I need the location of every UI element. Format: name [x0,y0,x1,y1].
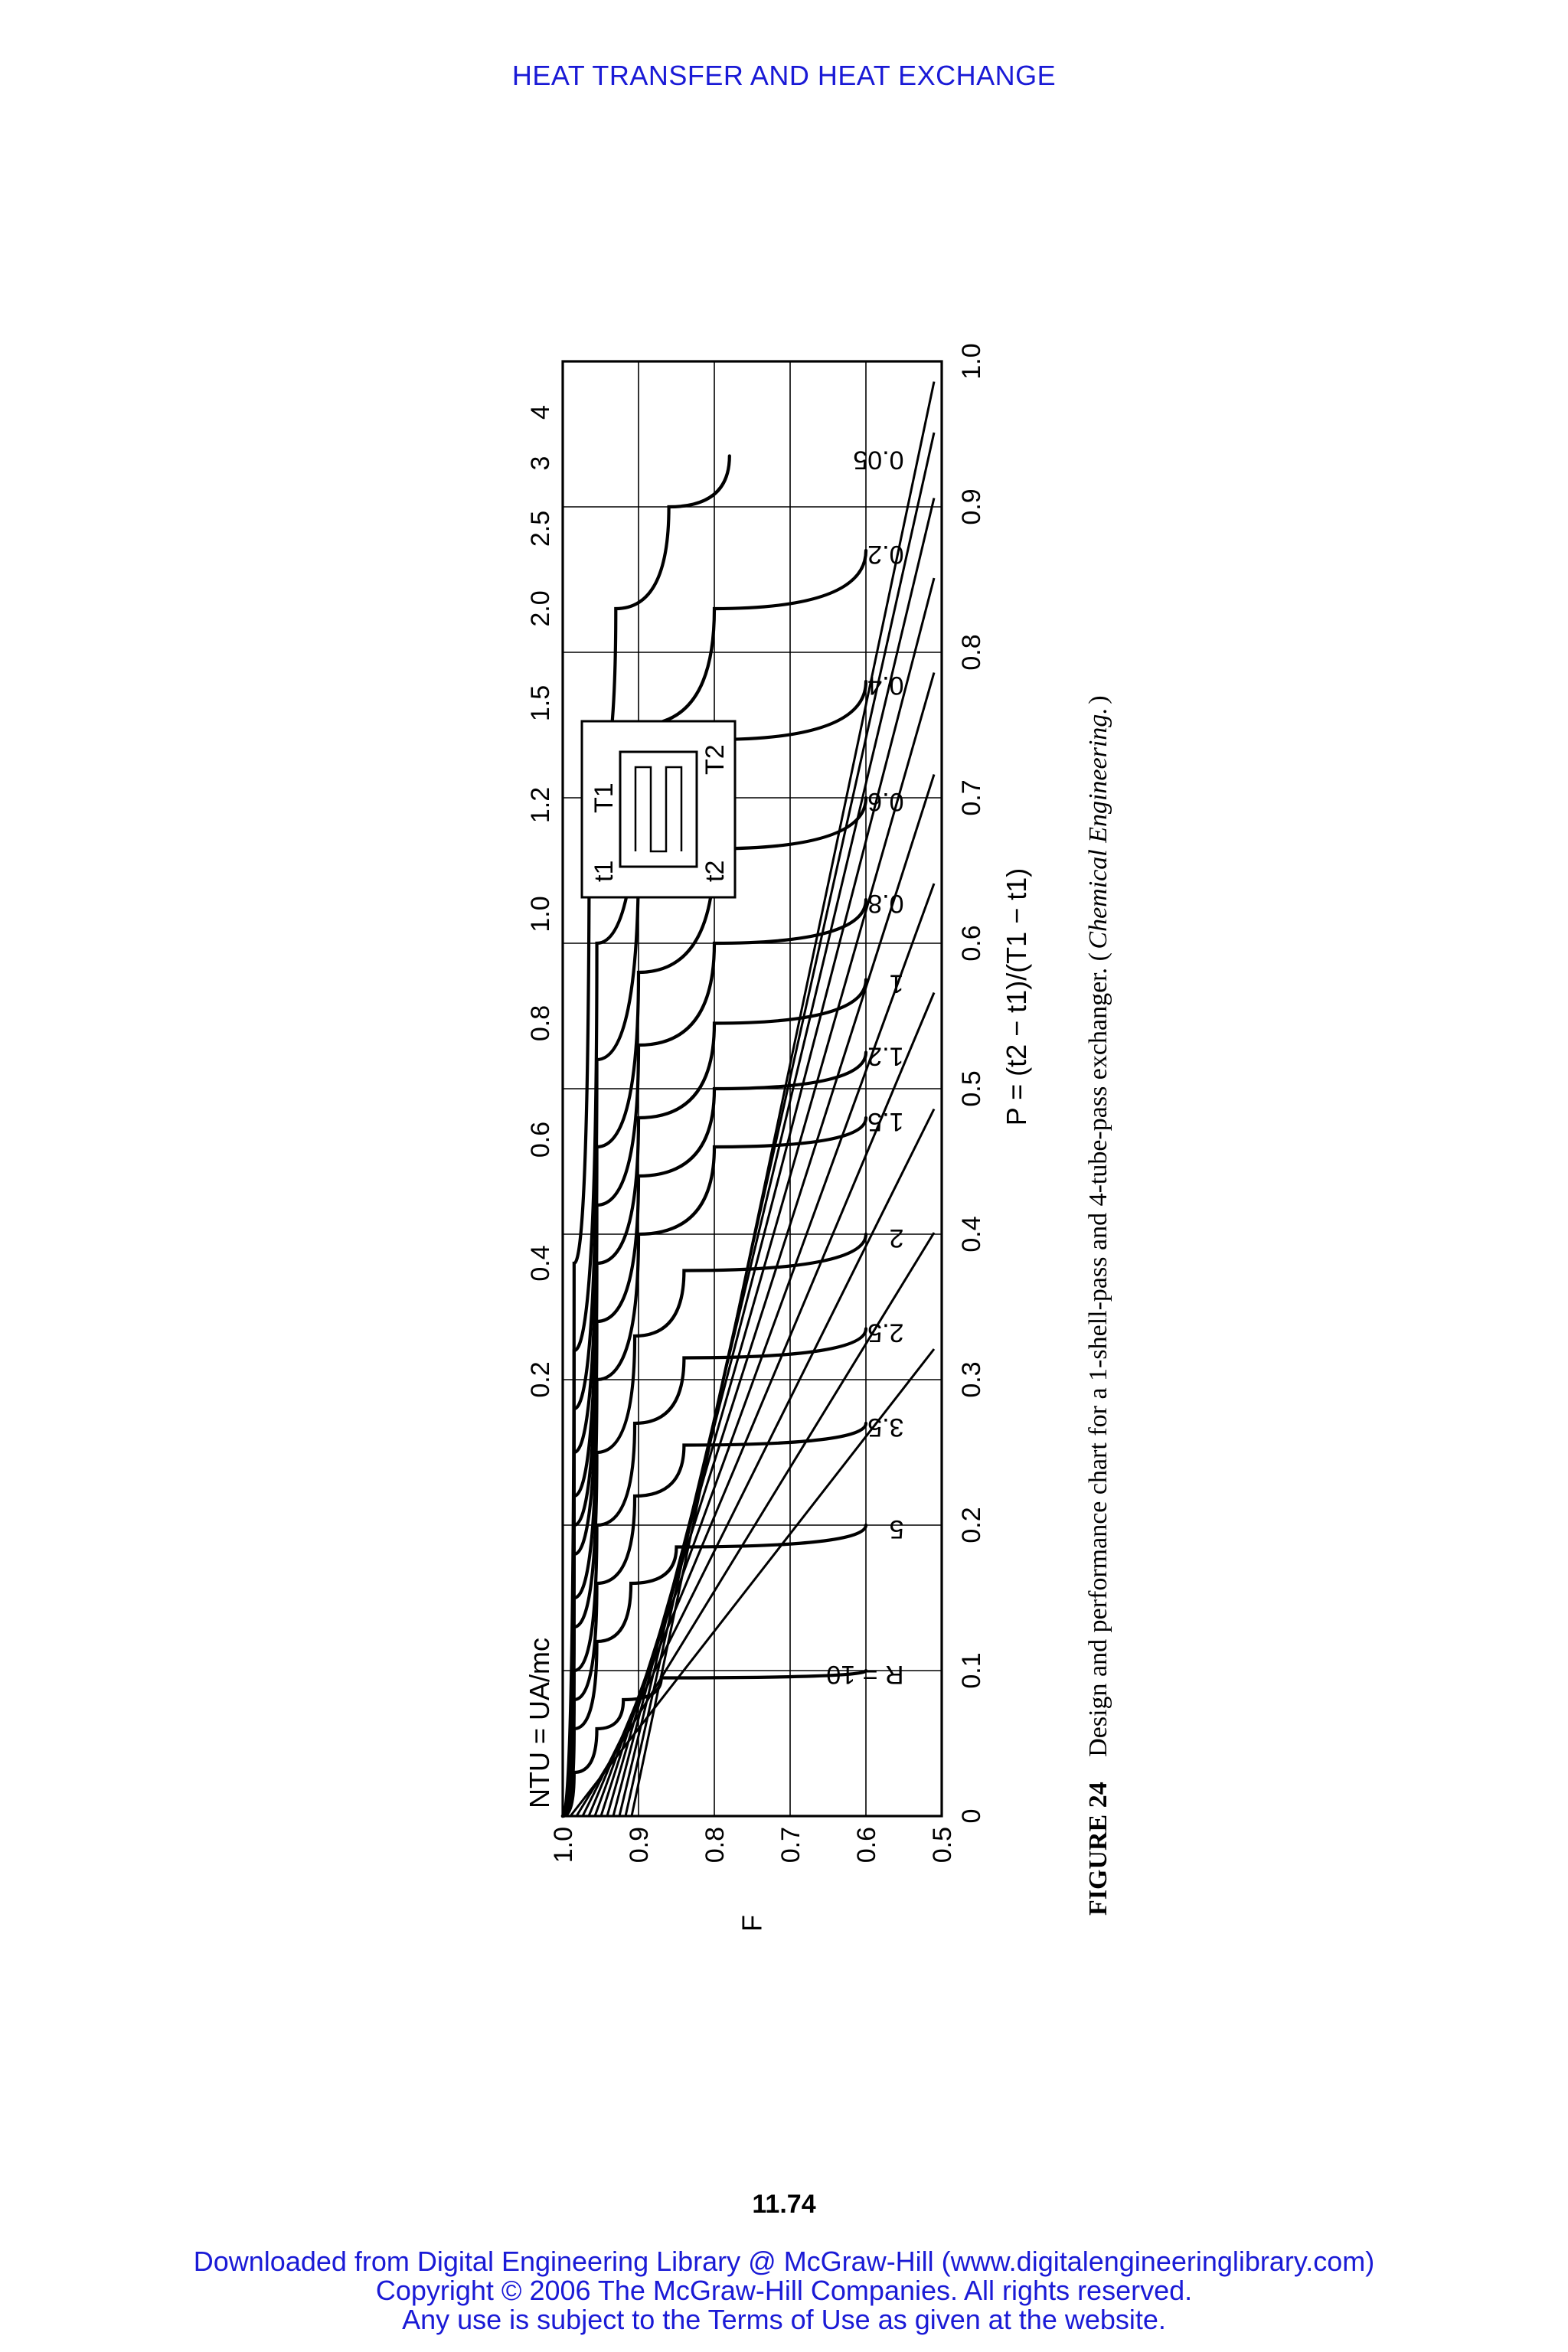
inset-label-t2: t2 [701,861,730,882]
x-tick-label: 0.6 [957,925,986,961]
ntu-tick-label: 3 [526,456,555,471]
ntu-line [618,498,936,1817]
y-tick-label: 0.8 [701,1827,730,1863]
x-tick-label: 0 [957,1809,986,1824]
x-tick-label: 0.2 [957,1507,986,1543]
page-number: 11.74 [752,2190,816,2219]
x-tick-label: 0.9 [957,488,986,524]
r-curve-label: R = 10 [826,1660,903,1689]
ntu-tick-label: 1.2 [526,787,555,823]
r-curve-label: 1.5 [867,1107,903,1136]
inset-label-T1: T1 [590,782,619,813]
inset-tubes [634,766,683,853]
r-curve [560,454,731,1818]
r-curve-label: 0.8 [867,889,903,918]
x-tick-label: 0.1 [957,1652,986,1688]
y-tick-label: 0.7 [776,1827,805,1863]
ntu-tick-label: 2.0 [526,590,555,626]
x-tick-label: 1.0 [957,343,986,379]
ntu-axis-title: NTU = UA/mc [524,1638,555,1808]
y-axis-title: F [737,1915,768,1932]
footer-line: Downloaded from Digital Engineering Libr… [193,2246,1375,2277]
ntu-tick-label: 0.6 [526,1122,555,1158]
ntu-line [624,432,936,1817]
y-tick-label: 1.0 [549,1827,578,1863]
inset-label-T2: T2 [701,744,730,775]
r-curve-label: 0.4 [867,671,903,700]
r-curve-label: 5 [890,1514,904,1544]
x-tick-label: 0.5 [957,1070,986,1106]
x-axis-title: P = (t2 − t1)/(T1 − t1) [1001,868,1032,1125]
x-tick-label: 0.3 [957,1361,986,1397]
r-curve-label: 0.05 [853,446,903,475]
chart-layer: 0 0.1 0.2 0.3 0.4 0.5 0.6 0.7 0.8 0.9 1.0 1.0 0.9 0.8… [524,343,1032,1932]
r-curve-label: 2 [890,1223,904,1253]
ntu-tick-label: 4 [526,405,555,420]
ntu-line [569,1348,936,1817]
r-curve-label: 1.2 [867,1042,903,1071]
footer-line: Copyright © 2006 The McGraw-Hill Compani… [375,2275,1193,2306]
y-tick-label: 0.6 [852,1827,881,1863]
ntu-tick-label: 0.8 [526,1005,555,1041]
y-tick-label: 0.5 [928,1827,957,1863]
y-tick-label: 0.9 [625,1827,654,1863]
ntu-tick-label: 1.5 [526,685,555,721]
caption-close: ) [1084,695,1112,704]
figure-caption: FIGURE 24 Design and performance chart f… [1084,695,1112,1916]
running-head: HEAT TRANSFER AND HEAT EXCHANGE [511,60,1057,91]
x-tick-label: 0.4 [957,1216,986,1252]
download-footer: Downloaded from Digital Engineering Libr… [0,2247,1568,2334]
x-tick-label: 0.7 [957,779,986,815]
inset-label-t1: t1 [590,861,619,882]
ntu-line [612,577,936,1817]
ntu-line [630,381,936,1817]
caption-text: Design and performance chart for a 1-she… [1084,952,1112,1757]
x-tick-label: 0.8 [957,634,986,670]
plot-frame [561,360,943,1818]
caption-label: FIGURE 24 [1084,1782,1112,1916]
caption-italic: Chemical Engineering. [1084,707,1112,949]
footer-line: Any use is subject to the Terms of Use a… [402,2304,1166,2335]
ntu-tick-label: 0.2 [526,1361,555,1397]
ntu-tick-label: 1.0 [526,896,555,932]
rotated-figure: 0 0.1 0.2 0.3 0.4 0.5 0.6 0.7 0.8 0.9 1.0 1.0 0.9 0.8… [524,343,1112,1932]
ntu-tick-label: 2.5 [526,511,555,547]
ntu-tick-label: 0.4 [526,1245,555,1281]
inset-shell [619,750,698,868]
